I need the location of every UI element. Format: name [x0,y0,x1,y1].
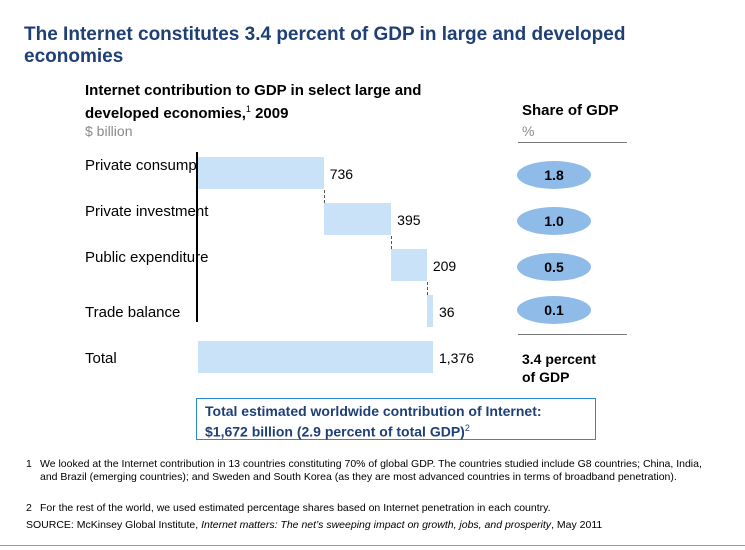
share-pill: 1.0 [517,207,591,235]
connector-line [323,190,325,203]
footnote-number: 2 [26,502,32,514]
category-label: Trade balance [85,304,181,321]
worldwide-line2-text: $1,672 billion (2.9 percent of total GDP… [205,423,465,440]
chart-axis-line [196,152,198,322]
category-label: Public expenditure [85,249,209,266]
connector-line [426,282,428,295]
bar-total [198,341,433,373]
value-label: 209 [432,258,457,274]
value-label: 36 [439,304,455,320]
share-total: 3.4 percent of GDP [522,350,596,386]
share-pill: 0.1 [517,296,591,324]
share-pill: 0.5 [517,253,591,281]
value-label: 395 [397,212,421,228]
source-prefix: SOURCE: McKinsey Global Institute, [26,519,202,531]
share-total-line2: of GDP [522,369,570,385]
worldwide-callout-box: Total estimated worldwide contribution o… [196,398,596,440]
source-publication: Internet matters: The net’s sweeping imp… [201,519,552,531]
bottom-rule [0,545,745,546]
worldwide-line1: Total estimated worldwide contribution o… [205,403,542,419]
chart-title-text: Internet contribution to GDP in select l… [85,82,422,122]
share-header-rule [518,142,627,143]
source-suffix: , May 2011 [551,519,603,531]
worldwide-footnote: 2 [464,423,470,433]
category-label: Total [85,350,117,367]
category-label: Private consumption [85,157,221,174]
share-total-line1: 3.4 percent [522,351,596,367]
footnote-number: 1 [26,458,32,470]
bar-trade-balance [426,295,433,327]
chart-title: Internet contribution to GDP in select l… [85,81,445,123]
source-line: SOURCE: McKinsey Global Institute, Inter… [26,519,602,532]
bar-private-consumption [198,157,324,189]
chart-title-year: 2009 [255,105,289,122]
bar-private-investment [323,203,392,235]
value-label: 736 [329,166,354,182]
footnote-text: For the rest of the world, we used estim… [40,502,551,514]
bar-public-expenditure [391,249,427,281]
slide-title: The Internet constitutes 3.4 percent of … [24,24,626,67]
worldwide-line2: $1,672 billion (2.9 percent of total GDP… [205,420,587,441]
category-label: Private investment [85,203,209,220]
share-unit: % [522,123,535,139]
share-header: Share of GDP [522,102,619,119]
share-total-rule [518,334,627,335]
chart-unit: $ billion [85,123,133,139]
chart-title-footnote: 1 [245,104,251,114]
share-pill: 1.8 [517,161,591,189]
connector-line [391,236,393,249]
value-label: 1,376 [439,350,475,366]
footnote-text: We looked at the Internet contribution i… [40,458,702,483]
